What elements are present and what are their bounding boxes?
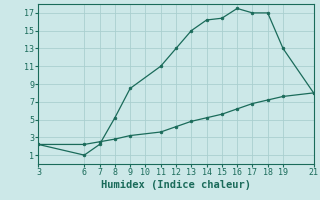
X-axis label: Humidex (Indice chaleur): Humidex (Indice chaleur) — [101, 180, 251, 190]
